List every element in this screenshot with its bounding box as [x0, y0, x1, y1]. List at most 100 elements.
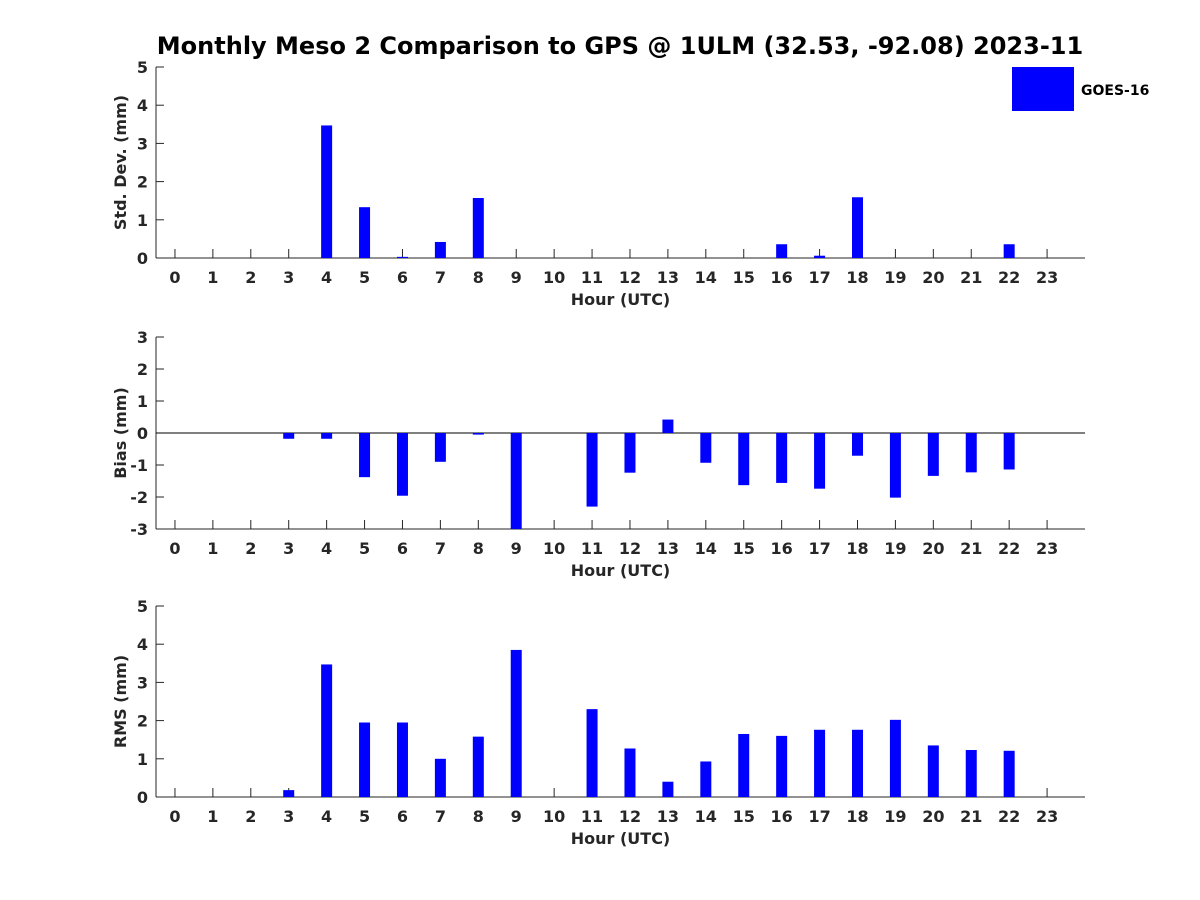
x-tick-label: 14	[695, 268, 717, 287]
x-tick-label: 2	[245, 539, 256, 558]
x-tick-label: 0	[169, 268, 180, 287]
bar-hour-8	[472, 736, 484, 797]
y-tick-label: 5	[137, 597, 148, 616]
bar-hour-4	[321, 664, 333, 797]
x-axis-label: Hour (UTC)	[571, 561, 671, 580]
y-tick-label: 5	[137, 58, 148, 77]
bar-hour-20	[927, 433, 939, 476]
x-tick-label: 16	[771, 539, 793, 558]
bar-hour-8	[472, 433, 484, 435]
x-tick-label: 22	[998, 807, 1020, 826]
bar-hour-7	[434, 758, 446, 797]
x-tick-label: 21	[960, 539, 982, 558]
y-tick-label: 2	[137, 173, 148, 192]
x-tick-label: 17	[808, 268, 830, 287]
bar-hour-22	[1003, 433, 1015, 470]
bar-hour-15	[738, 733, 750, 797]
bar-hour-17	[814, 255, 826, 258]
bar-hour-3	[283, 433, 295, 439]
bar-hour-9	[510, 649, 522, 797]
x-tick-label: 23	[1036, 268, 1058, 287]
x-tick-label: 0	[169, 807, 180, 826]
bar-hour-8	[472, 198, 484, 258]
y-tick-label: -1	[130, 456, 148, 475]
x-tick-label: 11	[581, 268, 603, 287]
x-axis-label: Hour (UTC)	[571, 829, 671, 848]
bar-hour-7	[434, 433, 446, 462]
x-tick-label: 14	[695, 807, 717, 826]
x-tick-label: 1	[207, 539, 218, 558]
x-tick-label: 16	[771, 807, 793, 826]
bar-hour-11	[586, 433, 598, 507]
x-tick-label: 17	[808, 539, 830, 558]
bar-hour-15	[738, 433, 750, 486]
bar-hour-14	[700, 761, 712, 797]
x-tick-label: 0	[169, 539, 180, 558]
bar-hour-19	[889, 719, 901, 797]
bar-hour-6	[396, 722, 408, 797]
y-tick-label: 0	[137, 249, 148, 268]
x-tick-label: 5	[359, 807, 370, 826]
bar-hour-9	[510, 433, 522, 529]
x-tick-label: 7	[435, 539, 446, 558]
y-tick-label: 1	[137, 211, 148, 230]
x-tick-label: 22	[998, 539, 1020, 558]
y-tick-label: 3	[137, 673, 148, 692]
y-tick-label: 3	[137, 134, 148, 153]
bar-hour-7	[434, 241, 446, 258]
bar-hour-6	[396, 256, 408, 258]
x-tick-label: 11	[581, 539, 603, 558]
bar-hour-6	[396, 433, 408, 496]
legend-swatch-goes-16	[1012, 67, 1074, 111]
x-tick-label: 9	[511, 539, 522, 558]
bar-hour-22	[1003, 244, 1015, 258]
bar-hour-19	[889, 433, 901, 498]
x-tick-label: 21	[960, 268, 982, 287]
x-tick-label: 9	[511, 807, 522, 826]
y-tick-label: 3	[137, 328, 148, 347]
x-tick-label: 15	[733, 268, 755, 287]
x-tick-label: 4	[321, 807, 332, 826]
x-tick-label: 14	[695, 539, 717, 558]
x-tick-label: 6	[397, 539, 408, 558]
x-tick-label: 12	[619, 268, 641, 287]
bar-hour-17	[814, 729, 826, 797]
y-tick-label: 1	[137, 392, 148, 411]
x-tick-label: 18	[846, 539, 868, 558]
bar-hour-14	[700, 433, 712, 463]
bar-hour-3	[283, 790, 295, 797]
x-tick-label: 1	[207, 268, 218, 287]
bar-hour-5	[359, 433, 371, 478]
y-axis-label: RMS (mm)	[111, 655, 130, 748]
bar-hour-18	[851, 729, 863, 797]
x-tick-label: 3	[283, 807, 294, 826]
y-tick-label: 1	[137, 750, 148, 769]
x-tick-label: 9	[511, 268, 522, 287]
x-tick-label: 6	[397, 807, 408, 826]
x-tick-label: 7	[435, 807, 446, 826]
x-tick-label: 3	[283, 539, 294, 558]
legend-label-goes-16: GOES-16	[1081, 83, 1149, 99]
x-tick-label: 20	[922, 807, 944, 826]
x-tick-label: 11	[581, 807, 603, 826]
x-tick-label: 8	[473, 539, 484, 558]
x-tick-label: 23	[1036, 539, 1058, 558]
bar-hour-5	[359, 207, 371, 258]
x-tick-label: 2	[245, 807, 256, 826]
y-tick-label: 4	[137, 96, 148, 115]
x-tick-label: 16	[771, 268, 793, 287]
x-tick-label: 12	[619, 539, 641, 558]
x-tick-label: 13	[657, 807, 679, 826]
y-axis-label: Bias (mm)	[111, 387, 130, 479]
x-tick-label: 4	[321, 539, 332, 558]
x-tick-label: 8	[473, 268, 484, 287]
y-tick-label: 2	[137, 712, 148, 731]
bar-hour-11	[586, 709, 598, 797]
x-tick-label: 8	[473, 807, 484, 826]
y-tick-label: -3	[130, 520, 148, 539]
x-tick-label: 3	[283, 268, 294, 287]
bar-hour-12	[624, 748, 636, 797]
